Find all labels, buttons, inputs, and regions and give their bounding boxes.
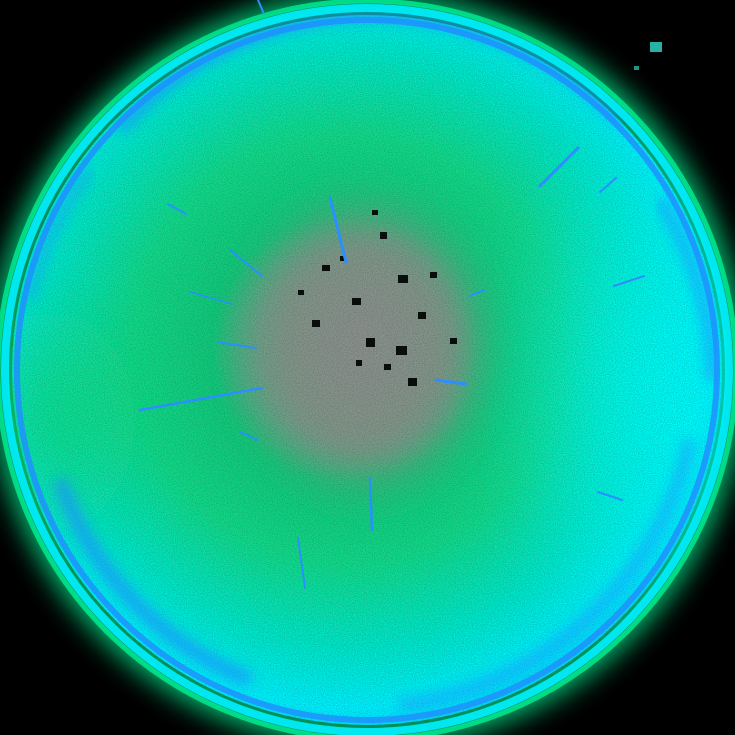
- floating-particles: [257, 0, 662, 70]
- radial-streaks: [138, 146, 645, 589]
- blue-rim: [14, 17, 720, 723]
- cyan-rim: [1, 4, 733, 735]
